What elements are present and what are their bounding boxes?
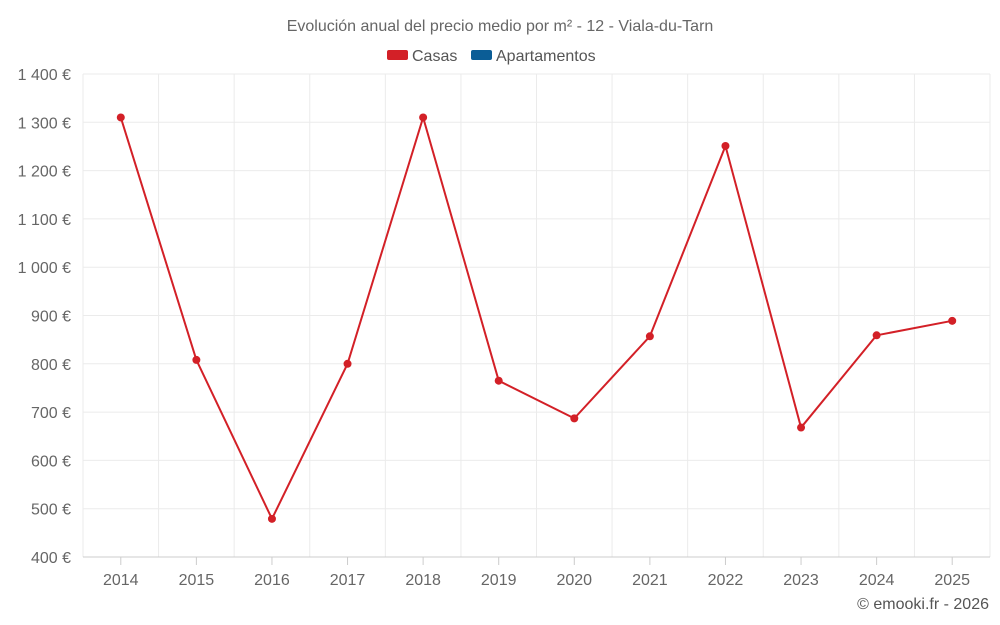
data-point-casas-2019[interactable] bbox=[494, 376, 503, 385]
data-point-casas-2015[interactable] bbox=[192, 355, 201, 364]
x-tick-label: 2021 bbox=[632, 572, 668, 589]
y-tick-label: 900 € bbox=[31, 309, 71, 326]
x-tick-label: 2014 bbox=[103, 572, 139, 589]
data-point-casas-2024[interactable] bbox=[872, 331, 881, 340]
data-point-casas-2023[interactable] bbox=[797, 423, 806, 432]
y-tick-label: 1 100 € bbox=[18, 212, 71, 229]
legend-label-casas: Casas bbox=[412, 48, 457, 65]
y-tick-label: 800 € bbox=[31, 357, 71, 374]
chart-title: Evolución anual del precio medio por m² … bbox=[287, 18, 714, 35]
y-tick-label: 1 400 € bbox=[18, 67, 71, 84]
y-tick-label: 600 € bbox=[31, 453, 71, 470]
y-tick-label: 1 000 € bbox=[18, 260, 71, 277]
x-tick-label: 2022 bbox=[708, 572, 744, 589]
data-point-casas-2022[interactable] bbox=[721, 141, 730, 150]
y-tick-label: 500 € bbox=[31, 502, 71, 519]
data-point-casas-2020[interactable] bbox=[570, 414, 579, 423]
series-layer bbox=[116, 113, 957, 523]
data-point-casas-2016[interactable] bbox=[267, 514, 276, 523]
data-point-casas-2018[interactable] bbox=[419, 113, 428, 122]
credit-text: © emooki.fr - 2026 bbox=[857, 596, 989, 613]
grid bbox=[82, 73, 991, 557]
x-tick-label: 2017 bbox=[330, 572, 366, 589]
y-tick-label: 1 300 € bbox=[18, 115, 71, 132]
y-tick-label: 700 € bbox=[31, 405, 71, 422]
series-line-casas bbox=[119, 116, 953, 520]
data-point-casas-2017[interactable] bbox=[343, 359, 352, 368]
legend-label-apartamentos: Apartamentos bbox=[496, 48, 596, 65]
x-tick-label: 2019 bbox=[481, 572, 517, 589]
x-tick-label: 2018 bbox=[405, 572, 441, 589]
x-tick-label: 2016 bbox=[254, 572, 290, 589]
legend-swatch-apartamentos bbox=[471, 50, 492, 60]
x-tick-label: 2025 bbox=[934, 572, 970, 589]
data-point-casas-2021[interactable] bbox=[645, 332, 654, 341]
legend-swatch-casas bbox=[387, 50, 408, 60]
y-tick-label: 1 200 € bbox=[18, 164, 71, 181]
axes: 400 € 500 € 600 € 700 € 800 € 900 € 1 000 € 1 1… bbox=[18, 67, 990, 589]
x-tick-label: 2024 bbox=[859, 572, 895, 589]
legend-item-apartamentos[interactable]: Apartamentos bbox=[471, 48, 596, 65]
data-point-casas-2025[interactable] bbox=[948, 316, 957, 325]
legend-item-casas[interactable]: Casas bbox=[387, 48, 457, 65]
x-tick-label: 2015 bbox=[179, 572, 215, 589]
x-tick-label: 2020 bbox=[556, 572, 592, 589]
data-point-casas-2014[interactable] bbox=[116, 113, 125, 122]
x-tick-label: 2023 bbox=[783, 572, 819, 589]
legend[interactable]: Casas Apartamentos bbox=[387, 48, 596, 65]
y-tick-label: 400 € bbox=[31, 550, 71, 567]
